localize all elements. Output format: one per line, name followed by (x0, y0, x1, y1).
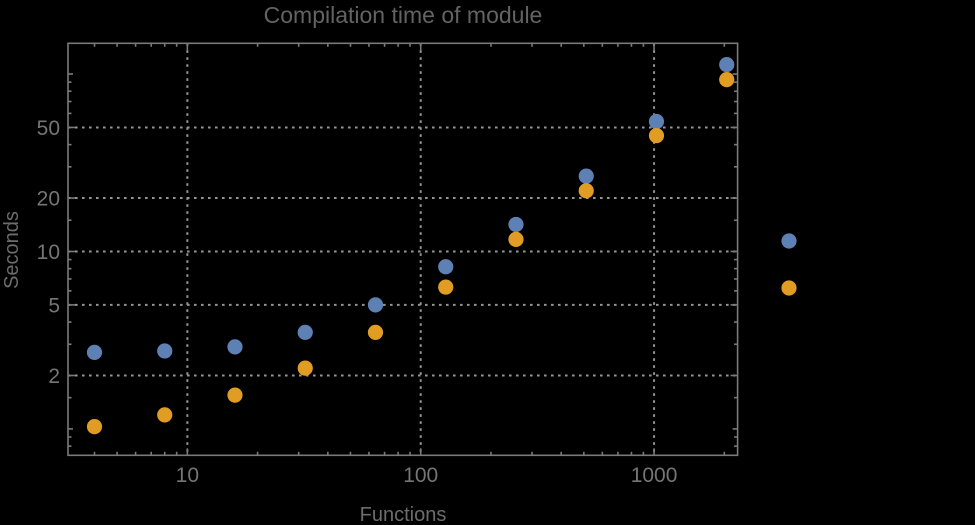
frame-rect (67, 42, 739, 457)
y-tick-label-2: 2 (48, 365, 60, 388)
data-point-series-2-x2048 (719, 72, 735, 88)
y-tick-label-20: 20 (37, 188, 60, 211)
data-point-series-1-x2048 (719, 57, 735, 73)
data-points (86, 57, 735, 435)
data-point-series-2-x4 (86, 419, 103, 435)
data-point-series-1-x4 (86, 344, 103, 360)
data-point-series-1-x16 (227, 339, 243, 355)
legend-marker-series-2 (781, 280, 797, 296)
plot-frame (67, 42, 739, 457)
data-point-series-1-x256 (508, 216, 524, 233)
x-tick-label-10: 10 (176, 464, 199, 487)
data-point-series-2-x1024 (648, 127, 665, 144)
y-tick-label-10: 10 (37, 241, 60, 264)
data-point-series-2-x32 (297, 360, 313, 376)
legend-marker-series-1 (781, 233, 797, 249)
axis-ticks (68, 43, 738, 456)
chart-title: Compilation time of module (264, 2, 543, 28)
data-point-series-2-x64 (367, 324, 384, 340)
data-point-series-2-x128 (438, 279, 454, 295)
data-point-series-1-x512 (578, 168, 594, 184)
x-axis-label: Functions (360, 504, 447, 525)
data-point-series-1-x128 (438, 259, 454, 275)
gridlines (68, 43, 738, 456)
data-point-series-2-x512 (578, 183, 594, 199)
y-tick-label-5: 5 (48, 294, 60, 317)
x-tick-label-100: 100 (403, 464, 438, 487)
tick-labels: 10 100 1000 2 5 10 20 50 (37, 117, 678, 487)
legend (781, 233, 797, 296)
data-point-series-1-x32 (297, 324, 313, 340)
data-point-series-1-x8 (157, 343, 173, 359)
y-tick-label-50: 50 (37, 117, 60, 140)
x-tick-label-1000: 1000 (631, 464, 678, 487)
y-axis-label: Seconds (1, 211, 23, 289)
data-point-series-2-x16 (227, 387, 243, 403)
data-point-series-1-x1024 (648, 113, 665, 130)
data-point-series-2-x8 (157, 407, 173, 423)
data-point-series-2-x256 (508, 231, 524, 247)
data-point-series-1-x64 (367, 297, 384, 313)
